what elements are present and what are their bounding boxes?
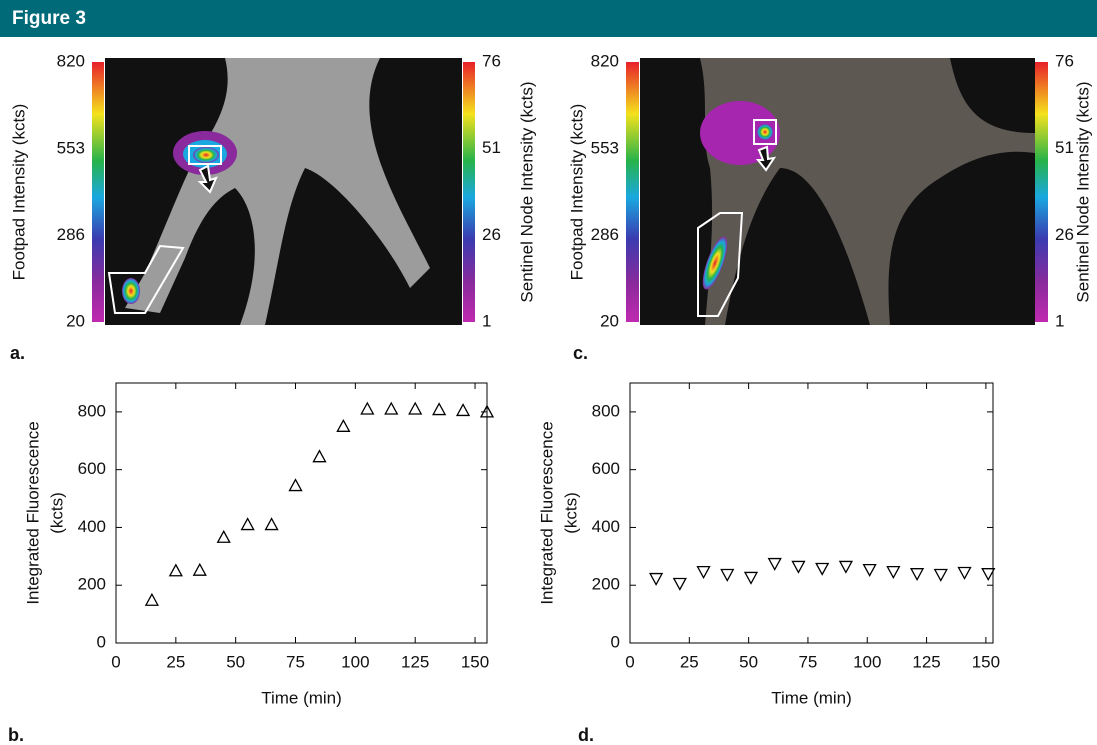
data-point (408, 401, 423, 415)
data-point (216, 529, 231, 543)
data-point (815, 562, 830, 576)
y-tick-label: 600 (592, 459, 620, 478)
data-point (981, 568, 996, 582)
data-point (838, 560, 853, 574)
colorbar-tick-label: 286 (591, 225, 619, 244)
colorbar (463, 62, 475, 322)
data-point (240, 517, 255, 531)
y-tick-label: 0 (611, 632, 620, 651)
colorbar-title: Footpad Intensity (kcts) (567, 104, 586, 281)
colorbar-tick-label: 820 (57, 51, 85, 70)
x-tick-label: 50 (226, 652, 245, 671)
data-point (933, 568, 948, 582)
panel-label: d. (578, 725, 594, 745)
data-point (192, 562, 207, 576)
data-point (791, 560, 806, 574)
colorbar-tick-label: 820 (591, 51, 619, 70)
data-point (862, 563, 877, 577)
y-axis-label: Integrated Fluorescence (23, 421, 42, 604)
colorbar-tick-label: 76 (482, 51, 501, 70)
data-point (957, 566, 972, 580)
x-tick-label: 75 (798, 652, 817, 671)
colorbar-tick-label: 26 (1055, 225, 1074, 244)
y-tick-label: 800 (592, 401, 620, 420)
x-axis-label: Time (min) (261, 688, 342, 707)
data-point (696, 565, 711, 580)
header-title: Figure 3 (12, 8, 86, 29)
data-point (336, 418, 351, 432)
y-tick-label: 600 (78, 459, 106, 478)
colorbar-title: Sentinel Node Intensity (kcts) (1073, 81, 1092, 302)
data-point (720, 568, 735, 582)
panel-label: c. (573, 343, 588, 363)
data-point (288, 478, 303, 492)
data-point (909, 568, 925, 582)
colorbar-tick-label: 51 (1055, 138, 1074, 157)
x-tick-label: 75 (286, 652, 305, 671)
colorbar-tick-label: 20 (66, 311, 85, 330)
plot-frame (629, 382, 994, 644)
colorbar-tick-label: 553 (591, 138, 619, 157)
colorbar-title: Footpad Intensity (kcts) (9, 104, 28, 281)
x-tick-label: 0 (625, 652, 634, 671)
x-tick-label: 150 (972, 652, 1000, 671)
data-point (384, 401, 399, 415)
colorbar-tick-label: 26 (482, 225, 501, 244)
x-tick-label: 25 (166, 652, 185, 671)
x-tick-label: 0 (111, 652, 120, 671)
image-a (105, 58, 462, 325)
plot-frame (115, 382, 488, 644)
x-tick-label: 125 (401, 652, 429, 671)
y-tick-label: 200 (592, 575, 620, 594)
colorbar (626, 62, 639, 322)
x-tick-label: 100 (853, 652, 881, 671)
x-tick-label: 100 (341, 652, 369, 671)
colorbar-tick-label: 76 (1055, 51, 1074, 70)
data-point (743, 571, 759, 585)
colorbar-tick-label: 1 (482, 311, 491, 330)
data-point (432, 402, 447, 416)
panel-label: b. (8, 725, 24, 745)
data-point (360, 401, 375, 415)
colorbar-title: Sentinel Node Intensity (kcts) (517, 81, 536, 302)
data-point (312, 449, 327, 463)
data-point (479, 404, 495, 418)
data-point (168, 563, 183, 577)
data-point (455, 403, 471, 417)
colorbar-tick-label: 286 (57, 225, 85, 244)
data-point (649, 572, 664, 586)
colorbar-tick-label: 553 (57, 138, 85, 157)
y-tick-label: 200 (78, 575, 106, 594)
y-tick-label: 800 (78, 401, 106, 420)
x-tick-label: 150 (461, 652, 489, 671)
y-axis-label: (kcts) (561, 492, 580, 534)
y-tick-label: 400 (592, 517, 620, 536)
data-point (144, 592, 159, 606)
panel-label: a. (10, 343, 25, 363)
y-tick-label: 400 (78, 517, 106, 536)
x-tick-label: 25 (680, 652, 699, 671)
image-c (640, 58, 1035, 325)
header-bar (0, 0, 1097, 37)
data-point (672, 577, 687, 591)
colorbar-tick-label: 51 (482, 138, 501, 157)
data-point (767, 557, 782, 571)
colorbar-tick-label: 20 (600, 311, 619, 330)
y-axis-label: Integrated Fluorescence (537, 421, 556, 604)
data-point (264, 517, 279, 531)
x-axis-label: Time (min) (771, 688, 852, 707)
x-tick-label: 125 (912, 652, 940, 671)
colorbar (92, 62, 104, 322)
x-tick-label: 50 (739, 652, 758, 671)
colorbar (1035, 62, 1048, 322)
data-point (886, 565, 901, 580)
colorbar-tick-label: 1 (1055, 311, 1064, 330)
y-axis-label: (kcts) (47, 492, 66, 534)
y-tick-label: 0 (97, 632, 106, 651)
